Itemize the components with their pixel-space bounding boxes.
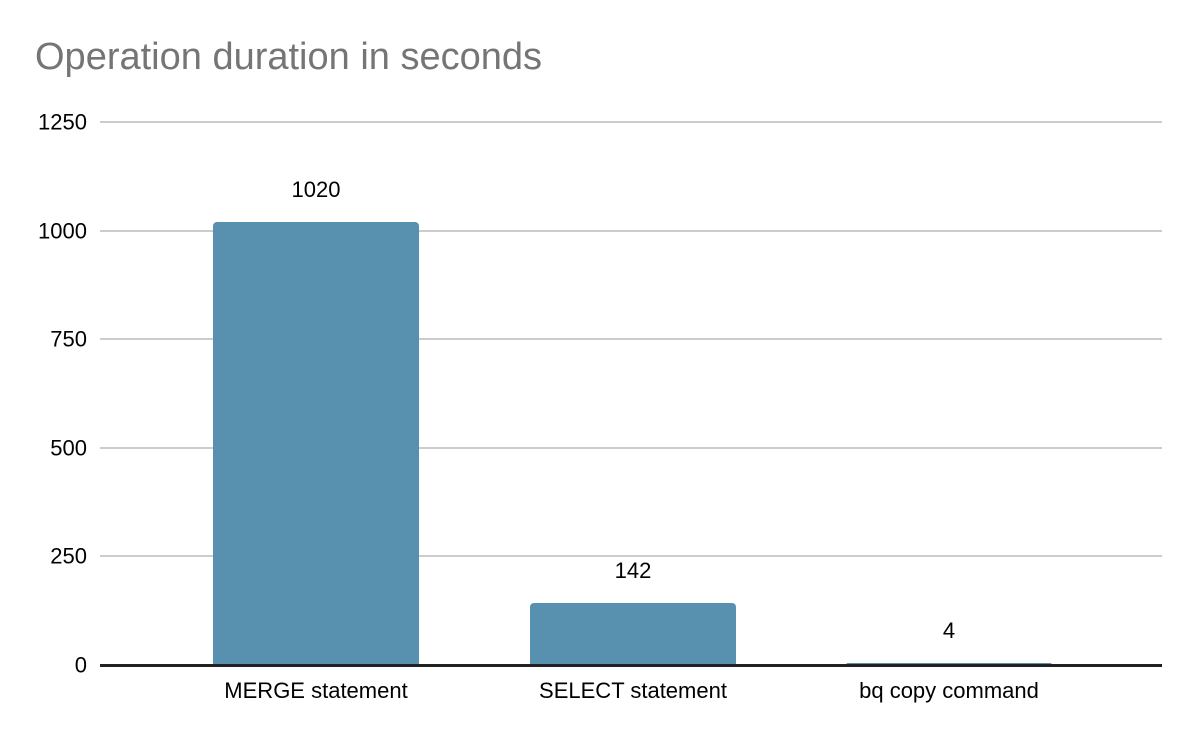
y-tick-label: 1000 — [38, 218, 87, 244]
gridline — [100, 230, 1162, 232]
gridline — [100, 555, 1162, 557]
bar-value-label: 4 — [942, 618, 956, 643]
x-category-label: SELECT statement — [539, 678, 727, 703]
gridline — [100, 447, 1162, 449]
y-tick-label: 0 — [74, 652, 87, 678]
bar-value-label: 1020 — [291, 177, 341, 202]
gridline — [100, 121, 1162, 123]
chart-title: Operation duration in seconds — [35, 36, 542, 78]
y-tick-label: 250 — [50, 543, 87, 569]
x-category-label: bq copy command — [859, 678, 1039, 703]
gridline — [100, 338, 1162, 340]
bar-value-label: 142 — [614, 558, 652, 583]
y-tick-label: 500 — [50, 435, 87, 461]
bar-merge-statement — [213, 222, 419, 665]
y-tick-label: 750 — [50, 326, 87, 352]
bar-select-statement — [530, 603, 736, 665]
x-category-label: MERGE statement — [224, 678, 408, 703]
x-axis-line — [100, 664, 1162, 667]
y-tick-label: 1250 — [38, 109, 87, 135]
